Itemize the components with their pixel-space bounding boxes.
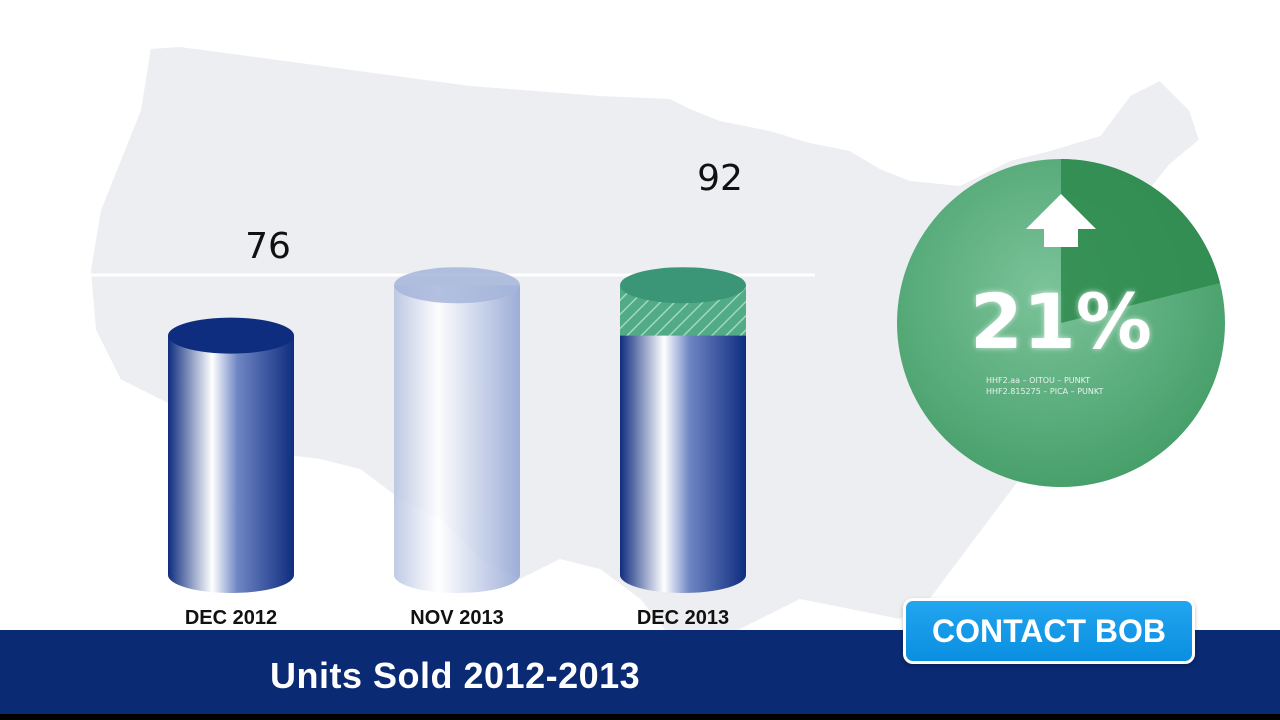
bar-top (168, 317, 294, 354)
category-label: DEC 2013 (637, 607, 729, 629)
badge-wedge (1061, 159, 1220, 323)
fine-print-line: HHF2.815275 – PICA – PUNKT (986, 387, 1104, 396)
category-label: NOV 2013 (410, 607, 503, 629)
bars-group (168, 267, 746, 593)
chart-title: Units Sold 2012-2013 (270, 655, 641, 696)
bar (620, 267, 746, 593)
badge-fine-print: HHF2.aa – OITOU – PUNKT HHF2.815275 – PI… (986, 375, 1136, 397)
value-label: 92 (697, 158, 743, 199)
bar-body (168, 335, 294, 593)
percent-value: 21% (970, 277, 1152, 366)
footer-edge (0, 714, 1280, 720)
value-label: 76 (245, 226, 291, 267)
up-arrow-icon (1026, 194, 1096, 247)
labels-group: DEC 2012 NOV 2013 DEC 2013 76 92 (185, 158, 743, 629)
bar-body (394, 285, 520, 593)
bar-top (620, 267, 746, 304)
category-label: DEC 2012 (185, 607, 277, 629)
bar-top (394, 267, 520, 304)
bar (394, 267, 520, 593)
contact-button[interactable]: CONTACT BOB (903, 598, 1195, 664)
bar (168, 317, 294, 593)
percent-change-badge: 21% HHF2.aa – OITOU – PUNKT HHF2.815275 … (896, 157, 1226, 489)
fine-print-line: HHF2.aa – OITOU – PUNKT (986, 376, 1091, 385)
badge-circle (897, 159, 1225, 487)
bar-body (620, 335, 746, 593)
